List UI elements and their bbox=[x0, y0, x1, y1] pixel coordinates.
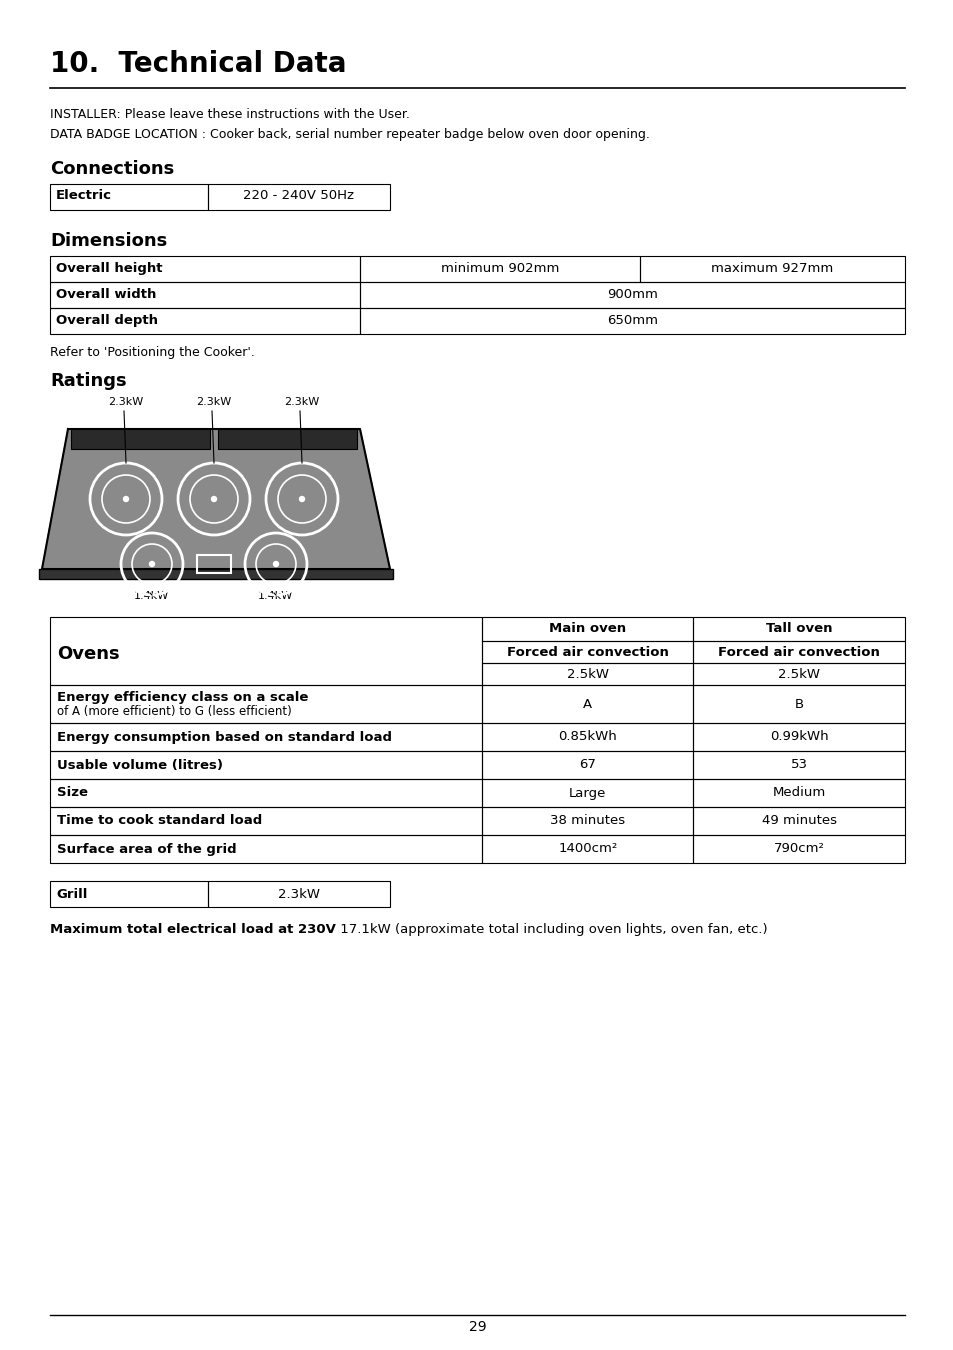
Bar bbox=[50, 282, 359, 308]
Circle shape bbox=[212, 497, 216, 501]
Bar bbox=[50, 256, 359, 282]
Text: of A (more efficient) to G (less efficient): of A (more efficient) to G (less efficie… bbox=[57, 705, 292, 718]
Text: INSTALLER: Please leave these instructions with the User.: INSTALLER: Please leave these instructio… bbox=[50, 108, 410, 122]
Polygon shape bbox=[42, 429, 390, 568]
Text: maximum 927mm: maximum 927mm bbox=[711, 262, 833, 275]
Bar bbox=[50, 836, 481, 863]
Bar bbox=[481, 641, 693, 663]
Bar bbox=[481, 617, 693, 641]
Bar bbox=[208, 184, 390, 211]
Text: Ratings: Ratings bbox=[50, 373, 127, 390]
Text: 0.99kWh: 0.99kWh bbox=[769, 730, 828, 744]
Text: A: A bbox=[582, 698, 592, 710]
Text: Overall depth: Overall depth bbox=[56, 315, 158, 327]
Bar bbox=[50, 184, 208, 211]
Bar bbox=[481, 779, 693, 807]
Bar bbox=[50, 751, 481, 779]
Text: minimum 902mm: minimum 902mm bbox=[440, 262, 558, 275]
Text: 650mm: 650mm bbox=[606, 315, 658, 327]
Text: Forced air convection: Forced air convection bbox=[506, 647, 668, 659]
Bar bbox=[50, 779, 481, 807]
Text: Size: Size bbox=[57, 787, 88, 799]
Bar bbox=[39, 568, 393, 579]
Text: Connections: Connections bbox=[50, 161, 174, 178]
Text: 900mm: 900mm bbox=[606, 288, 658, 301]
Text: Energy efficiency class on a scale: Energy efficiency class on a scale bbox=[57, 691, 308, 703]
Text: Time to cook standard load: Time to cook standard load bbox=[57, 814, 262, 828]
Bar bbox=[50, 724, 481, 751]
Bar bbox=[481, 807, 693, 836]
Bar bbox=[218, 429, 356, 450]
Bar bbox=[359, 282, 904, 308]
Circle shape bbox=[123, 497, 129, 501]
Bar bbox=[693, 779, 904, 807]
Bar bbox=[693, 751, 904, 779]
Text: 2.5kW: 2.5kW bbox=[778, 668, 820, 680]
Text: B: B bbox=[794, 698, 803, 710]
Circle shape bbox=[299, 497, 304, 501]
Bar bbox=[50, 807, 481, 836]
Text: 1400cm²: 1400cm² bbox=[558, 842, 617, 856]
Bar bbox=[481, 836, 693, 863]
Bar bbox=[481, 663, 693, 684]
Text: 0.85kWh: 0.85kWh bbox=[558, 730, 617, 744]
Text: 2.5kW: 2.5kW bbox=[566, 668, 608, 680]
Text: 29: 29 bbox=[468, 1320, 486, 1334]
Bar bbox=[481, 751, 693, 779]
Text: Medium: Medium bbox=[772, 787, 825, 799]
Bar bbox=[693, 836, 904, 863]
Text: Maximum total electrical load at 230V: Maximum total electrical load at 230V bbox=[50, 923, 335, 936]
Bar bbox=[71, 429, 210, 450]
Circle shape bbox=[274, 562, 278, 567]
Text: 2.3kW: 2.3kW bbox=[277, 887, 319, 900]
Text: Electric: Electric bbox=[56, 189, 112, 202]
Text: Forced air convection: Forced air convection bbox=[718, 647, 880, 659]
Text: Energy consumption based on standard load: Energy consumption based on standard loa… bbox=[57, 730, 392, 744]
Bar bbox=[50, 684, 481, 724]
Text: Overall width: Overall width bbox=[56, 288, 156, 301]
Text: 2.3kW: 2.3kW bbox=[195, 397, 231, 406]
Text: 790cm²: 790cm² bbox=[773, 842, 823, 856]
Text: 38 minutes: 38 minutes bbox=[550, 814, 624, 828]
Bar bbox=[50, 882, 208, 907]
Bar bbox=[693, 807, 904, 836]
Text: 1.4kW: 1.4kW bbox=[133, 591, 169, 601]
Bar bbox=[196, 555, 231, 572]
Bar bbox=[693, 684, 904, 724]
Bar bbox=[481, 724, 693, 751]
Text: Surface area of the grid: Surface area of the grid bbox=[57, 842, 236, 856]
Text: Overall height: Overall height bbox=[56, 262, 162, 275]
Text: 10.  Technical Data: 10. Technical Data bbox=[50, 50, 346, 78]
Text: 2.3kW: 2.3kW bbox=[108, 397, 143, 406]
Text: 1.4kW: 1.4kW bbox=[257, 591, 293, 601]
Text: Refer to 'Positioning the Cooker'.: Refer to 'Positioning the Cooker'. bbox=[50, 346, 254, 359]
Bar bbox=[50, 617, 481, 684]
Bar bbox=[481, 684, 693, 724]
Bar bbox=[693, 724, 904, 751]
Bar bbox=[359, 308, 904, 333]
Text: 220 - 240V 50Hz: 220 - 240V 50Hz bbox=[243, 189, 355, 202]
Bar bbox=[639, 256, 904, 282]
Bar bbox=[208, 882, 390, 907]
Text: Usable volume (litres): Usable volume (litres) bbox=[57, 759, 223, 771]
Text: 2.3kW: 2.3kW bbox=[284, 397, 319, 406]
Bar bbox=[359, 256, 639, 282]
Text: 49 minutes: 49 minutes bbox=[760, 814, 836, 828]
Text: Ovens: Ovens bbox=[57, 645, 119, 663]
Bar bbox=[50, 308, 359, 333]
Bar bbox=[693, 663, 904, 684]
Text: 67: 67 bbox=[578, 759, 596, 771]
Text: Large: Large bbox=[569, 787, 606, 799]
Text: 17.1kW (approximate total including oven lights, oven fan, etc.): 17.1kW (approximate total including oven… bbox=[335, 923, 767, 936]
Text: Main oven: Main oven bbox=[549, 622, 626, 634]
Text: DATA BADGE LOCATION : Cooker back, serial number repeater badge below oven door : DATA BADGE LOCATION : Cooker back, seria… bbox=[50, 128, 649, 140]
Bar bbox=[693, 641, 904, 663]
Bar bbox=[693, 617, 904, 641]
Text: Grill: Grill bbox=[56, 887, 88, 900]
Circle shape bbox=[150, 562, 154, 567]
Text: Dimensions: Dimensions bbox=[50, 232, 167, 250]
Text: 53: 53 bbox=[790, 759, 807, 771]
Text: Tall oven: Tall oven bbox=[765, 622, 832, 634]
